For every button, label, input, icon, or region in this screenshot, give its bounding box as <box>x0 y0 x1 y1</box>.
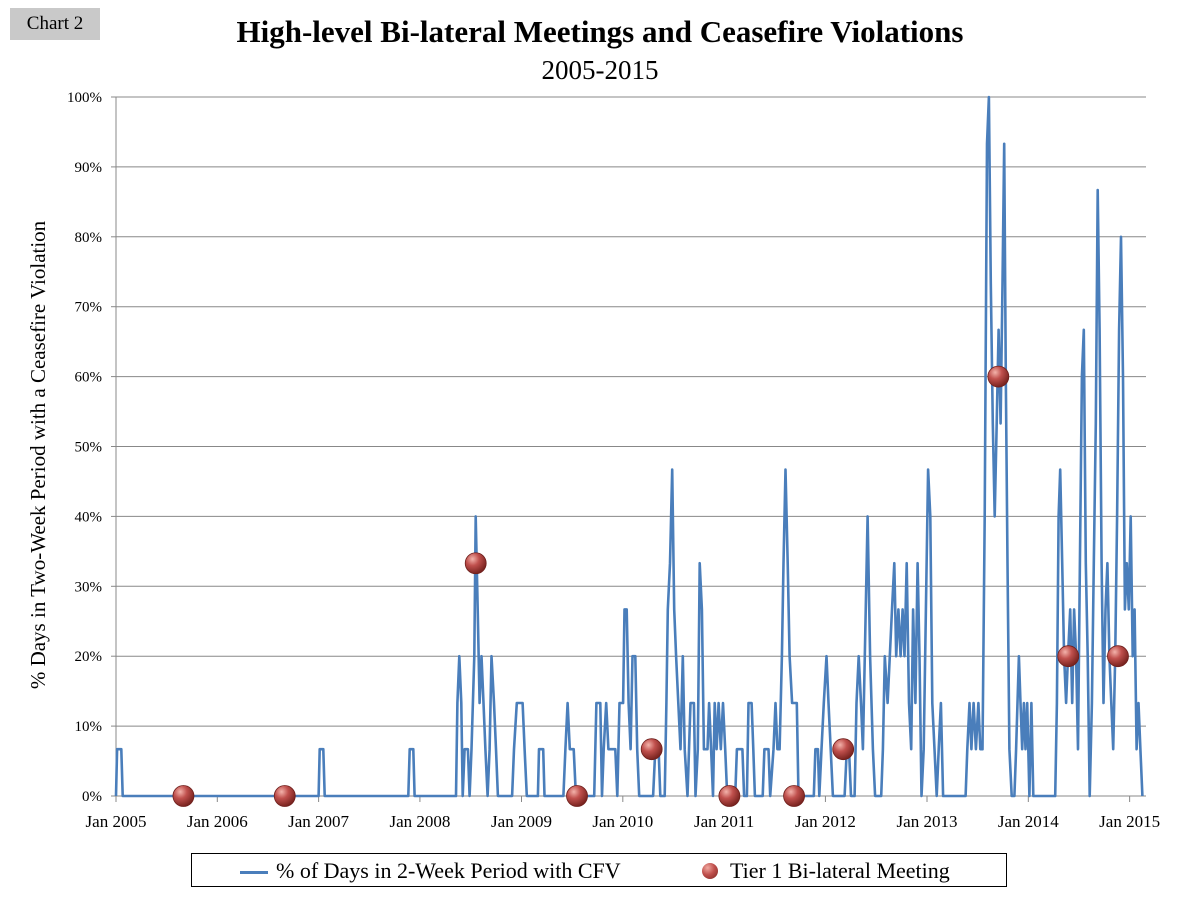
meeting-point <box>1107 645 1129 668</box>
y-tick-label: 10% <box>75 719 103 735</box>
meeting-scatter-series <box>172 365 1129 807</box>
y-tick-label: 20% <box>75 649 103 665</box>
chart-title: High-level Bi-lateral Meetings and Cease… <box>236 14 964 49</box>
x-tick-label: Jan 2008 <box>389 812 450 831</box>
y-tick-label: 80% <box>75 230 103 246</box>
x-tick-label: Jan 2013 <box>897 812 958 831</box>
meeting-point <box>718 785 741 807</box>
legend-dot-swatch <box>702 863 718 879</box>
meeting-point <box>566 785 588 807</box>
x-tick-label: Jan 2007 <box>288 812 349 831</box>
cfv-line <box>114 95 1144 798</box>
y-tick-label: 100% <box>67 90 102 106</box>
y-tick-label: 50% <box>75 440 103 456</box>
meeting-point <box>783 785 805 807</box>
y-tick-label: 70% <box>75 300 103 316</box>
y-tick-label: 90% <box>75 160 103 176</box>
x-tick-label: Jan 2015 <box>1099 812 1160 831</box>
y-tick-label: 0% <box>82 789 102 805</box>
legend: % of Days in 2-Week Period with CFV Tier… <box>191 853 1007 887</box>
y-tick-label: 40% <box>75 509 103 525</box>
meeting-point <box>640 738 663 761</box>
y-tick-labels: 0% 10% 20% 30% 40% 50% 60% 70% 80% 90% 100% <box>67 90 102 805</box>
y-tick-label: 60% <box>75 370 103 386</box>
x-tick-label: Jan 2005 <box>86 812 147 831</box>
meeting-point <box>464 552 487 575</box>
x-tick-label: Jan 2006 <box>187 812 248 831</box>
x-tick-label: Jan 2012 <box>795 812 856 831</box>
meeting-point <box>273 785 296 807</box>
legend-dot-label: Tier 1 Bi-lateral Meeting <box>730 858 950 883</box>
x-tick-label: Jan 2009 <box>491 812 552 831</box>
chart-number-badge: Chart 2 <box>10 8 100 40</box>
legend-line-swatch <box>240 871 268 874</box>
x-tick-label: Jan 2011 <box>694 812 754 831</box>
cfv-line-series <box>114 95 1144 798</box>
y-axis-label: % Days in Two-Week Period with a Ceasefi… <box>26 220 50 689</box>
x-tick-label: Jan 2010 <box>592 812 653 831</box>
chart-subtitle: 2005-2015 <box>541 55 659 85</box>
meeting-point <box>832 738 855 761</box>
meeting-point <box>987 365 1010 388</box>
x-tick-label: Jan 2014 <box>998 812 1059 831</box>
legend-line-label: % of Days in 2-Week Period with CFV <box>276 858 621 883</box>
x-tick-labels: Jan 2005 Jan 2006 Jan 2007 Jan 2008 Jan 2009… <box>86 812 1161 831</box>
meeting-point <box>1057 645 1080 668</box>
y-tick-label: 30% <box>75 579 103 595</box>
meeting-point <box>172 785 195 807</box>
